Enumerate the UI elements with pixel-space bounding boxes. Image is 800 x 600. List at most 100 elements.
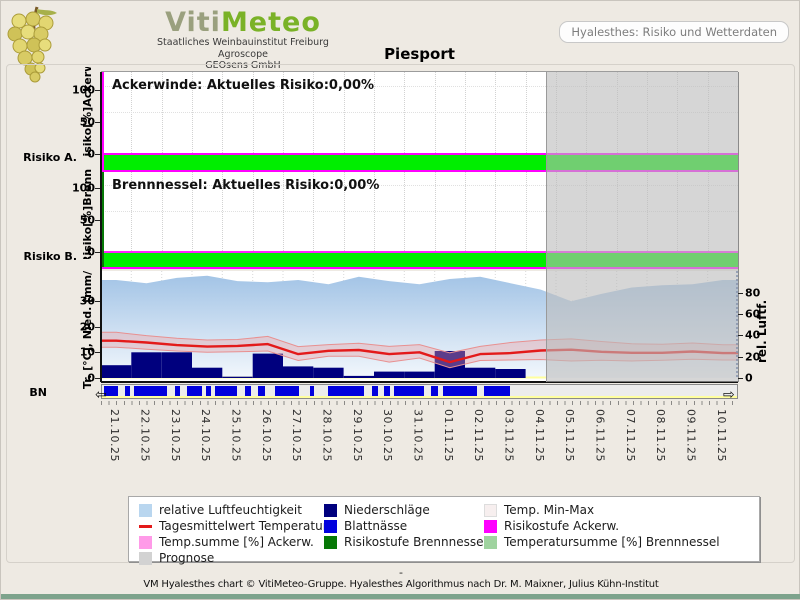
legend-item: Risikostufe Brennnessel [324, 534, 487, 550]
scroll-right-arrow[interactable]: ⇨ [723, 387, 735, 403]
legend-swatch-box [484, 535, 497, 549]
tick-label: 30 [79, 294, 95, 308]
date-label: 01.11.25 [441, 409, 455, 462]
ackerwinde-yaxis-label: Risiko[%]Ackerw. [81, 67, 94, 157]
date-label: 07.11.25 [623, 409, 637, 462]
footer-credit: VM Hyalesthes chart © VitiMeteo-Gruppe. … [143, 579, 659, 590]
legend-swatch-box [484, 519, 497, 533]
leaf-wetness-segment [174, 386, 180, 396]
tick-label: 0 [745, 371, 753, 385]
legend-column: relative Luftfeuchtigkeit Tagesmittelwert… [139, 502, 328, 566]
legend-label: Temperatursumme [%] Brennnessel [504, 535, 720, 549]
legend-label: relative Luftfeuchtigkeit [159, 503, 302, 517]
risk-b-label: Risiko B. [23, 250, 77, 263]
date-label: 22.10.25 [138, 409, 152, 462]
leaf-wetness-baseline [102, 396, 737, 398]
legend-label: Blattnässe [344, 519, 408, 533]
brennnessel-zero-line [101, 251, 738, 253]
leaf-wetness-segment [328, 386, 364, 396]
bn-label: BN [29, 386, 47, 399]
logo-title-viti: Viti [165, 7, 221, 38]
date-label: 29.10.25 [350, 409, 364, 462]
legend-item: Tagesmittelwert Temperatur [139, 518, 328, 534]
legend-column: Niederschläge Blattnässe Risikostufe Brenn… [324, 502, 487, 550]
tick-label: 100 [72, 83, 95, 97]
footer-page-dash: - [399, 566, 403, 579]
legend-item: Risikostufe Ackerw. [484, 518, 720, 534]
brennnessel-band-border [101, 267, 738, 269]
tick-mark [95, 378, 100, 379]
tick-label: 20 [745, 350, 761, 364]
leaf-wetness-segment [244, 386, 252, 396]
logo-title: VitiMeteo [113, 9, 373, 37]
legend-swatch-box [324, 535, 337, 549]
tick-mark [738, 314, 743, 316]
chart-type-selector[interactable]: Hyalesthes: Risiko und Wetterdaten [559, 21, 789, 43]
window-bottom-bar [1, 594, 800, 599]
date-label: 02.11.25 [472, 409, 486, 462]
tick-label: 60 [745, 307, 761, 321]
legend-label: Temp. Min-Max [504, 503, 595, 517]
leaf-wetness-segment [124, 386, 130, 396]
leaf-wetness-segment [186, 386, 203, 396]
leaf-wetness-segment [309, 386, 315, 396]
legend-label: Risikostufe Brennnessel [344, 535, 487, 549]
legend-label: Prognose [159, 551, 215, 565]
scroll-left-arrow[interactable]: ⇦ [95, 387, 107, 403]
tick-mark [95, 252, 100, 253]
date-label: 05.11.25 [563, 409, 577, 462]
legend-label: Temp.summe [%] Ackerw. [159, 535, 314, 549]
grid-line-horizontal [101, 211, 738, 213]
forecast-boundary-line [546, 72, 547, 382]
tick-mark [95, 122, 100, 123]
legend-item: Niederschläge [324, 502, 487, 518]
tick-mark [95, 154, 100, 155]
date-label: 23.10.25 [168, 409, 182, 462]
logo-block: VitiMeteo Staatliches Weinbauinstitut Fr… [113, 9, 373, 72]
legend-label: Risikostufe Ackerw. [504, 519, 620, 533]
leaf-wetness-segment [431, 386, 439, 396]
grape-logo-icon [7, 6, 57, 83]
legend-item: Temp. Min-Max [484, 502, 720, 518]
grid-line-horizontal [101, 185, 738, 187]
logo-subline-3: GEOsens GmbH [205, 60, 281, 71]
legend-swatch-box [139, 503, 152, 517]
tick-label: 0 [87, 147, 95, 161]
leaf-wetness-segment [205, 386, 211, 396]
leaf-wetness-segment [393, 386, 425, 396]
legend-item: Blattnässe [324, 518, 487, 534]
grid-line-horizontal [101, 85, 738, 87]
forecast-prognose-overlay [546, 72, 738, 382]
tick-mark [95, 300, 100, 302]
legend-label: Niederschläge [344, 503, 430, 517]
date-label: 06.11.25 [593, 409, 607, 462]
tick-label: 80 [745, 286, 761, 300]
legend-item: Temp.summe [%] Ackerw. [139, 534, 328, 550]
leaf-wetness-segment [258, 386, 266, 396]
leaf-wetness-segment [384, 386, 390, 396]
legend-swatch-box [139, 551, 152, 565]
legend-swatch-box [324, 503, 337, 517]
tick-label: 50 [79, 115, 95, 129]
legend-column: Temp. Min-Max Risikostufe Ackerw. Temperat… [484, 502, 720, 550]
tick-label: 10 [79, 345, 95, 359]
legend-item: Temperatursumme [%] Brennnessel [484, 534, 720, 550]
date-label: 27.10.25 [290, 409, 304, 462]
date-label: 09.11.25 [684, 409, 698, 462]
tick-mark [738, 378, 743, 379]
legend-swatch-box [139, 535, 152, 549]
ackerwinde-panel-title: Ackerwinde: Aktuelles Risiko:0,00% [112, 78, 375, 93]
tick-mark [95, 220, 100, 221]
leaf-wetness-segment [104, 386, 118, 396]
tick-label: 40 [745, 328, 761, 342]
brennnessel-panel-title: Brennnessel: Aktuelles Risiko:0,00% [112, 178, 380, 193]
legend-swatch-box [324, 519, 337, 533]
date-label: 25.10.25 [229, 409, 243, 462]
leaf-wetness-segment [133, 386, 168, 396]
leaf-wetness-segment [372, 386, 378, 396]
date-label: 30.10.25 [381, 409, 395, 462]
tick-mark [738, 356, 743, 358]
risk-a-label: Risiko A. [23, 151, 77, 164]
date-label: 10.11.25 [714, 409, 728, 462]
